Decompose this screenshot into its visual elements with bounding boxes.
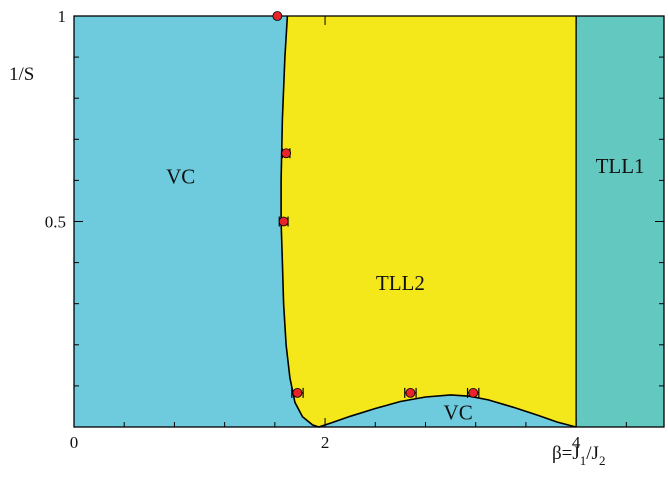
x-tick-label: 4 [572, 433, 581, 452]
phase-labels: VC TLL2 VC TLL1 [166, 154, 644, 425]
phase-regions [74, 16, 664, 427]
phase-label-tll1: TLL1 [596, 154, 645, 178]
data-point [291, 387, 304, 398]
y-tick-label: 1 [58, 7, 67, 26]
x-axis-title: β=J1/J2 [552, 443, 605, 468]
data-point [404, 387, 417, 398]
data-point-marker [405, 387, 416, 398]
phase-label-tll2: TLL2 [376, 271, 425, 295]
data-point [466, 387, 480, 398]
y-axis-title: 1/S [9, 64, 34, 85]
data-point [281, 148, 292, 159]
data-point [272, 11, 283, 21]
tick-labels: 0 2 4 0.5 1 [45, 7, 581, 452]
phase-label-vc-pocket: VC [444, 401, 473, 425]
phase-region-tll1 [576, 16, 664, 427]
data-point-marker [281, 148, 292, 159]
data-point-marker [272, 11, 283, 21]
phase-label-vc: VC [166, 164, 195, 188]
data-point [278, 216, 289, 227]
x-tick-label: 0 [70, 433, 79, 452]
axis-ticks [73, 16, 664, 427]
data-point-marker [278, 216, 289, 227]
data-points [272, 11, 480, 398]
data-point-marker [292, 387, 303, 398]
phase-region-tll2 [281, 16, 577, 427]
x-tick-label: 2 [321, 433, 330, 452]
data-point-marker [468, 387, 479, 398]
y-tick-label: 0.5 [45, 213, 66, 232]
